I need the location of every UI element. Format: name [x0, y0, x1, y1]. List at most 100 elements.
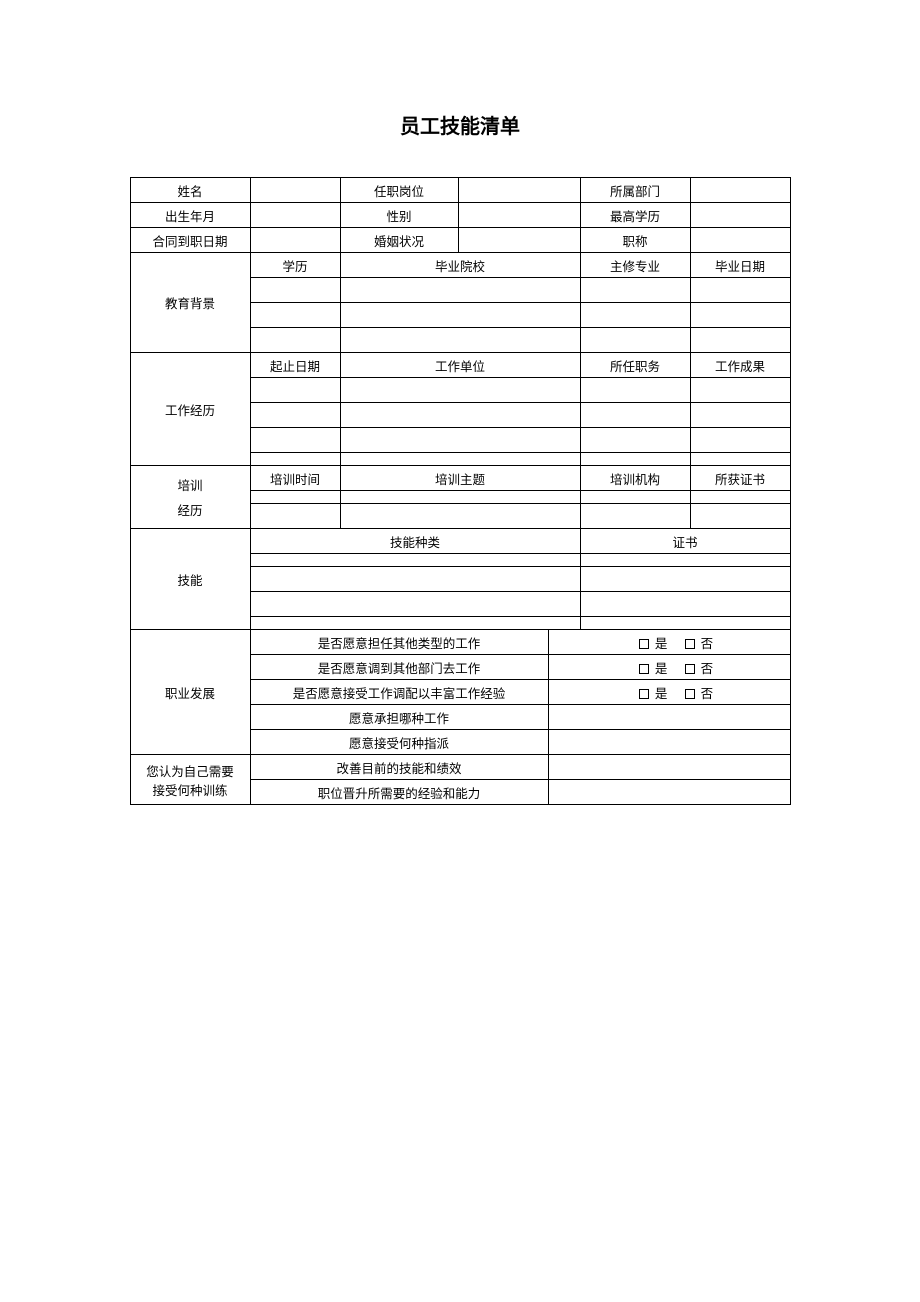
edu-r1-c4[interactable] — [690, 278, 790, 303]
train-r2-c2[interactable] — [340, 504, 580, 529]
section-skill: 技能 — [130, 529, 250, 630]
input-gender[interactable] — [458, 203, 580, 228]
work-r3-c1[interactable] — [250, 428, 340, 453]
label-edu-highest: 最高学历 — [580, 203, 690, 228]
career-q5: 愿意接受何种指派 — [250, 730, 548, 755]
section-education: 教育背景 — [130, 253, 250, 353]
train-r1-c4[interactable] — [690, 491, 790, 504]
checkbox-icon[interactable] — [639, 639, 649, 649]
work-r1-c4[interactable] — [690, 378, 790, 403]
checkbox-icon[interactable] — [685, 639, 695, 649]
skill-r2-c1[interactable] — [250, 567, 580, 592]
career-q2: 是否愿意调到其他部门去工作 — [250, 655, 548, 680]
input-birth[interactable] — [250, 203, 340, 228]
work-r2-c3[interactable] — [580, 403, 690, 428]
edu-h-grad-date: 毕业日期 — [690, 253, 790, 278]
edu-r1-c1[interactable] — [250, 278, 340, 303]
edu-r2-c2[interactable] — [340, 303, 580, 328]
work-h-period: 起止日期 — [250, 353, 340, 378]
skill-r3-c1[interactable] — [250, 592, 580, 617]
skill-r4-c2[interactable] — [580, 617, 790, 630]
edu-r3-c4[interactable] — [690, 328, 790, 353]
edu-h-major: 主修专业 — [580, 253, 690, 278]
edu-r3-c2[interactable] — [340, 328, 580, 353]
edu-r2-c4[interactable] — [690, 303, 790, 328]
work-r3-c3[interactable] — [580, 428, 690, 453]
checkbox-icon[interactable] — [685, 689, 695, 699]
input-name[interactable] — [250, 178, 340, 203]
work-r1-c2[interactable] — [340, 378, 580, 403]
skill-r1-c1[interactable] — [250, 554, 580, 567]
section-career: 职业发展 — [130, 630, 250, 755]
input-contract-date[interactable] — [250, 228, 340, 253]
label-contract-date: 合同到职日期 — [130, 228, 250, 253]
opt-no: 否 — [701, 662, 714, 676]
section-need: 您认为自己需要 接受何种训练 — [130, 755, 250, 805]
work-h-company: 工作单位 — [340, 353, 580, 378]
work-r4-c1[interactable] — [250, 453, 340, 466]
work-h-result: 工作成果 — [690, 353, 790, 378]
opt-yes: 是 — [655, 637, 668, 651]
section-need-l1: 您认为自己需要 — [135, 761, 246, 780]
train-r1-c2[interactable] — [340, 491, 580, 504]
train-h-time: 培训时间 — [250, 466, 340, 491]
train-h-topic: 培训主题 — [340, 466, 580, 491]
input-title[interactable] — [690, 228, 790, 253]
work-r4-c2[interactable] — [340, 453, 580, 466]
opt-yes: 是 — [655, 662, 668, 676]
need-q2: 职位晋升所需要的经验和能力 — [250, 780, 548, 805]
section-training-l2: 经历 — [135, 500, 246, 519]
skill-r3-c2[interactable] — [580, 592, 790, 617]
train-h-cert: 所获证书 — [690, 466, 790, 491]
work-r3-c2[interactable] — [340, 428, 580, 453]
work-r1-c3[interactable] — [580, 378, 690, 403]
career-a5[interactable] — [548, 730, 790, 755]
edu-r1-c3[interactable] — [580, 278, 690, 303]
career-a2: 是 否 — [548, 655, 790, 680]
input-marital[interactable] — [458, 228, 580, 253]
opt-no: 否 — [701, 687, 714, 701]
work-r3-c4[interactable] — [690, 428, 790, 453]
section-need-l2: 接受何种训练 — [135, 780, 246, 799]
edu-r2-c1[interactable] — [250, 303, 340, 328]
need-a2[interactable] — [548, 780, 790, 805]
section-work: 工作经历 — [130, 353, 250, 466]
edu-r3-c1[interactable] — [250, 328, 340, 353]
work-r2-c4[interactable] — [690, 403, 790, 428]
label-dept: 所属部门 — [580, 178, 690, 203]
work-r4-c3[interactable] — [580, 453, 690, 466]
edu-r2-c3[interactable] — [580, 303, 690, 328]
label-gender: 性别 — [340, 203, 458, 228]
train-r1-c3[interactable] — [580, 491, 690, 504]
checkbox-icon[interactable] — [639, 689, 649, 699]
train-r2-c1[interactable] — [250, 504, 340, 529]
opt-yes: 是 — [655, 687, 668, 701]
career-q1: 是否愿意担任其他类型的工作 — [250, 630, 548, 655]
opt-no: 否 — [701, 637, 714, 651]
skill-r4-c1[interactable] — [250, 617, 580, 630]
career-a4[interactable] — [548, 705, 790, 730]
work-r2-c2[interactable] — [340, 403, 580, 428]
work-r1-c1[interactable] — [250, 378, 340, 403]
checkbox-icon[interactable] — [639, 664, 649, 674]
input-position[interactable] — [458, 178, 580, 203]
checkbox-icon[interactable] — [685, 664, 695, 674]
input-edu-highest[interactable] — [690, 203, 790, 228]
work-h-role: 所任职务 — [580, 353, 690, 378]
section-training: 培训 经历 — [130, 466, 250, 529]
edu-r3-c3[interactable] — [580, 328, 690, 353]
skill-h-type: 技能种类 — [250, 529, 580, 554]
skill-r1-c2[interactable] — [580, 554, 790, 567]
label-birth: 出生年月 — [130, 203, 250, 228]
work-r4-c4[interactable] — [690, 453, 790, 466]
train-r1-c1[interactable] — [250, 491, 340, 504]
input-dept[interactable] — [690, 178, 790, 203]
career-q4: 愿意承担哪种工作 — [250, 705, 548, 730]
work-r2-c1[interactable] — [250, 403, 340, 428]
train-r2-c4[interactable] — [690, 504, 790, 529]
train-r2-c3[interactable] — [580, 504, 690, 529]
need-a1[interactable] — [548, 755, 790, 780]
edu-r1-c2[interactable] — [340, 278, 580, 303]
label-title: 职称 — [580, 228, 690, 253]
skill-r2-c2[interactable] — [580, 567, 790, 592]
